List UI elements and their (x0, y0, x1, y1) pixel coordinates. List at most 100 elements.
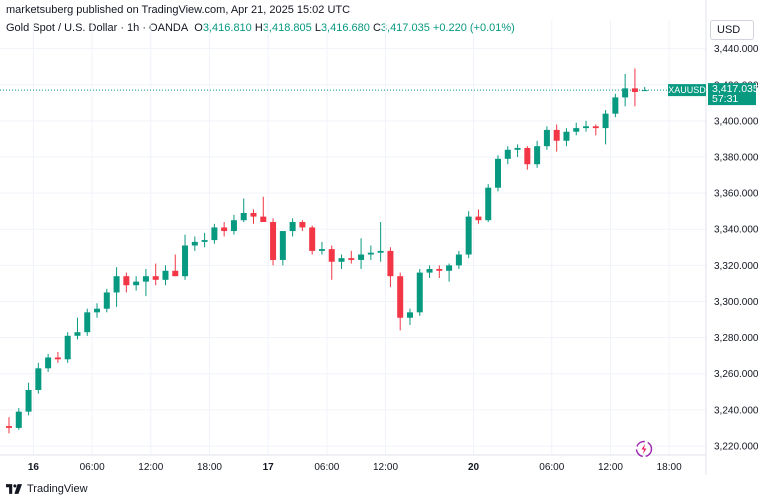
candle (35, 362, 42, 394)
candle-body (172, 270, 179, 277)
time-axis[interactable]: 16 06:00 12:00 18:00 17 06:00 12:00 20 06:00 12:0… (28, 462, 682, 473)
y-tick-label: 3,240.000 (714, 405, 759, 416)
candle (113, 267, 120, 307)
candle-body (84, 312, 91, 333)
candle (279, 231, 286, 266)
candle-body (495, 158, 501, 188)
candle-body (397, 276, 404, 318)
candle-body (367, 252, 374, 255)
candle-body (641, 90, 648, 92)
candle (338, 254, 345, 269)
candle-body (426, 268, 433, 273)
candle-body (250, 212, 257, 217)
x-tick-label: 18:00 (657, 462, 682, 473)
candle-body (514, 147, 521, 150)
candle-body (309, 227, 316, 251)
candle-body (416, 272, 423, 313)
candle (133, 276, 140, 291)
candle-body (221, 227, 228, 232)
high-label: H (254, 22, 263, 34)
candle-body (602, 113, 609, 129)
candle (622, 73, 629, 107)
candle-body (289, 222, 296, 232)
candle (406, 308, 413, 325)
live-lightning-icon[interactable] (635, 440, 653, 458)
candle (45, 353, 52, 372)
candle-body (260, 216, 267, 223)
y-tick-label: 3,300.000 (714, 297, 759, 308)
candle-body (387, 250, 394, 277)
candle (426, 265, 433, 279)
candle (84, 308, 91, 336)
candle (348, 250, 355, 264)
candle-body (465, 216, 472, 255)
candle-body (436, 268, 443, 271)
candle-body (631, 88, 638, 92)
last-price-badge: XAUUSD 3,417.035 57:31 (668, 83, 759, 106)
candle-body (201, 240, 208, 242)
close-value: 3,417.035 (380, 22, 430, 34)
candle-body (358, 254, 365, 260)
candle (358, 238, 365, 269)
y-tick-label: 3,340.000 (714, 225, 759, 236)
candle (436, 265, 443, 279)
candle (583, 120, 590, 132)
close-label: C (372, 22, 381, 34)
candle-body (455, 254, 462, 266)
candle-body (6, 426, 12, 428)
candle (94, 303, 101, 318)
open-label: O (194, 22, 203, 34)
candle (123, 272, 130, 293)
price-badge (708, 83, 756, 106)
candle (152, 263, 159, 286)
candle-body (377, 250, 384, 253)
x-tick-label: 06:00 (314, 462, 339, 473)
candle-body (553, 129, 560, 141)
symbol-legend: Gold Spot / U.S. Dollar · 1h · OANDA O3,… (6, 22, 515, 34)
footer: TradingView (6, 481, 88, 497)
x-tick-label: 06:00 (539, 462, 564, 473)
symbol-line: Gold Spot / U.S. Dollar · 1h · OANDA (6, 22, 189, 34)
candle-body (612, 97, 619, 114)
candle-body (123, 276, 130, 286)
candle-body (573, 128, 580, 132)
candle (162, 265, 169, 286)
candle (592, 124, 599, 136)
open-value: 3,416.810 (202, 22, 252, 34)
candle-body (25, 389, 32, 412)
y-tick-label: 3,260.000 (714, 369, 759, 380)
candle-body (152, 276, 159, 280)
candle (397, 272, 404, 331)
tradingview-logo-icon (6, 484, 22, 494)
candle (504, 146, 511, 165)
candle-body (406, 312, 413, 318)
symbol-badge-text: XAUUSD (668, 85, 706, 95)
y-tick-label: 3,280.000 (714, 333, 759, 344)
y-tick-label: 3,360.000 (714, 189, 759, 200)
candle-body (299, 222, 306, 228)
candle-body (230, 220, 237, 232)
candle-body (583, 126, 590, 129)
candle (221, 222, 228, 237)
candle (631, 68, 638, 107)
y-tick-label: 3,380.000 (714, 153, 759, 164)
candle (211, 223, 218, 244)
y-tick-label: 3,400.000 (714, 116, 759, 127)
candle (485, 184, 492, 223)
candle-body (74, 332, 81, 336)
candle-body (45, 357, 52, 369)
candle-body (54, 357, 61, 360)
candle (465, 211, 472, 259)
candle (172, 254, 179, 277)
candle-body (622, 88, 629, 98)
candle (446, 263, 453, 282)
candle-body (524, 147, 531, 165)
candle-body (485, 187, 492, 221)
candle (455, 250, 462, 269)
candle (318, 241, 325, 255)
candle (191, 236, 198, 251)
candle-body (240, 212, 247, 221)
currency-selector[interactable]: USD (710, 20, 754, 40)
price-axis[interactable]: 3,220.000 3,240.000 3,260.000 3,280.000 3,30… (714, 44, 759, 452)
